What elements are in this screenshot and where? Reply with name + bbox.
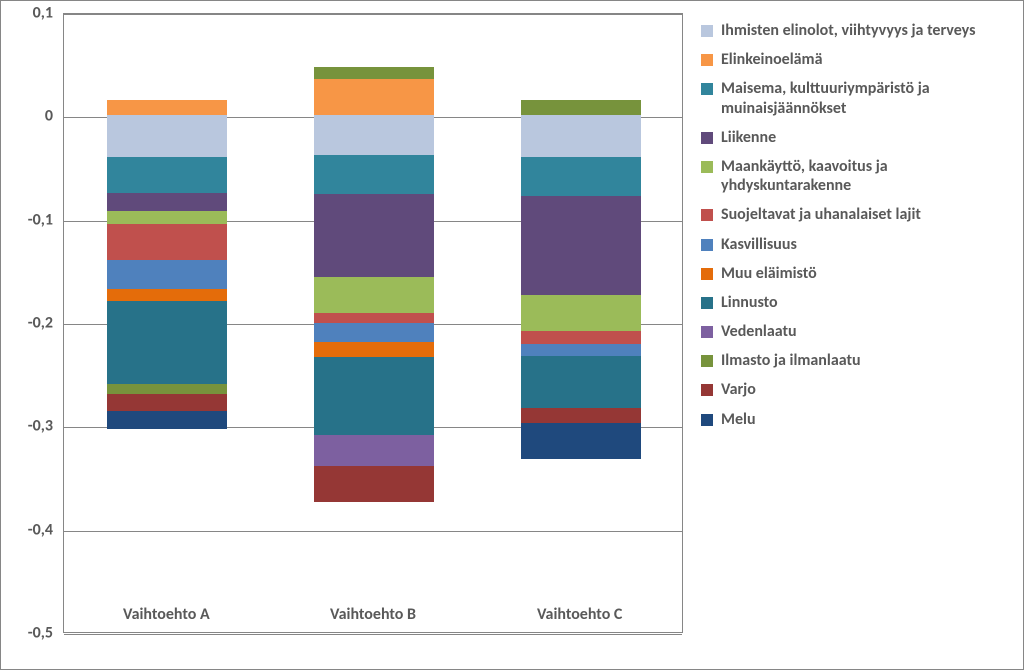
legend: Ihmisten elinolot, viihtyvyys ja terveys… — [701, 21, 1011, 439]
legend-swatch — [701, 209, 713, 221]
bar-segment-liikenne — [107, 193, 227, 212]
bar-segment-ihmisten — [107, 115, 227, 156]
x-tick-label: Vaihtoehto B — [270, 605, 477, 624]
legend-label: Melu — [721, 410, 756, 429]
x-axis-labels: Vaihtoehto AVaihtoehto BVaihtoehto C — [63, 605, 683, 624]
bar-segment-maankaytto — [521, 295, 641, 331]
legend-item: Linnusto — [701, 293, 1011, 312]
bar-segment-maisema — [521, 157, 641, 196]
bar-segment-liikenne — [521, 196, 641, 295]
legend-swatch — [701, 239, 713, 251]
legend-label: Maankäyttö, kaavoitus ja yhdyskuntaraken… — [721, 157, 1011, 195]
legend-item: Liikenne — [701, 128, 1011, 147]
legend-label: Kasvillisuus — [721, 235, 797, 254]
legend-swatch — [701, 161, 713, 173]
bar-segment-elinkeino — [314, 79, 434, 115]
legend-label: Vedenlaatu — [721, 322, 797, 341]
legend-item: Varjo — [701, 380, 1011, 399]
y-tick-label: -0,4 — [3, 520, 53, 539]
legend-item: Muu eläimistö — [701, 264, 1011, 283]
legend-item: Maankäyttö, kaavoitus ja yhdyskuntaraken… — [701, 157, 1011, 195]
bar-segment-maankaytto — [314, 277, 434, 313]
bar-group — [107, 12, 227, 632]
bar-segment-suojeltavat — [521, 331, 641, 343]
bar-segment-muu — [107, 289, 227, 301]
legend-item: Elinkeinoelämä — [701, 50, 1011, 69]
stacked-bar-chart: 0,10-0,1-0,2-0,3-0,4-0,5 Vaihtoehto AVai… — [0, 0, 1024, 670]
x-tick-label: Vaihtoehto C — [476, 605, 683, 624]
x-tick-label: Vaihtoehto A — [63, 605, 270, 624]
bar-segment-linnusto — [314, 357, 434, 435]
legend-item: Vedenlaatu — [701, 322, 1011, 341]
y-tick-label: -0,5 — [3, 624, 53, 643]
bar-segment-maankaytto — [107, 211, 227, 223]
bar-group — [521, 12, 641, 632]
legend-label: Suojeltavat ja uhanalaiset lajit — [721, 205, 921, 224]
bar-group — [314, 12, 434, 632]
bar-segment-kasvillisuus — [314, 323, 434, 342]
bar-segment-melu — [107, 411, 227, 430]
bar-segment-maisema — [107, 157, 227, 193]
bar-segment-varjo — [521, 408, 641, 424]
bar-segment-varjo — [314, 466, 434, 502]
legend-label: Varjo — [721, 380, 756, 399]
y-tick-label: -0,1 — [3, 210, 53, 229]
legend-swatch — [701, 54, 713, 66]
bar-segment-ilmasto — [314, 67, 434, 79]
bar-segment-kasvillisuus — [107, 260, 227, 289]
y-tick-label: -0,2 — [3, 314, 53, 333]
bar-segment-melu — [521, 423, 641, 459]
legend-item: Ihmisten elinolot, viihtyvyys ja terveys — [701, 21, 1011, 40]
bar-segment-elinkeino — [107, 100, 227, 116]
gridline — [64, 634, 682, 635]
legend-swatch — [701, 384, 713, 396]
legend-swatch — [701, 326, 713, 338]
legend-swatch — [701, 355, 713, 367]
legend-label: Linnusto — [721, 293, 778, 312]
legend-swatch — [701, 83, 713, 95]
legend-item: Ilmasto ja ilmanlaatu — [701, 351, 1011, 370]
legend-item: Maisema, kulttuuriympäristö ja muinaisjä… — [701, 79, 1011, 117]
legend-label: Ilmasto ja ilmanlaatu — [721, 351, 861, 370]
bar-segment-ilmasto — [521, 100, 641, 116]
legend-item: Kasvillisuus — [701, 235, 1011, 254]
legend-label: Ihmisten elinolot, viihtyvyys ja terveys — [721, 21, 975, 40]
bar-segment-suojeltavat — [314, 313, 434, 323]
legend-swatch — [701, 25, 713, 37]
y-tick-label: 0 — [3, 107, 53, 126]
legend-item: Melu — [701, 410, 1011, 429]
legend-label: Liikenne — [721, 128, 776, 147]
bar-segment-liikenne — [314, 194, 434, 277]
plot-area — [63, 13, 683, 633]
bar-segment-linnusto — [107, 301, 227, 384]
legend-item: Suojeltavat ja uhanalaiset lajit — [701, 205, 1011, 224]
bar-segment-ilmasto — [107, 384, 227, 394]
bar-segment-kasvillisuus — [521, 344, 641, 356]
legend-swatch — [701, 297, 713, 309]
legend-label: Maisema, kulttuuriympäristö ja muinaisjä… — [721, 79, 1011, 117]
bar-segment-vedenlaatu — [314, 435, 434, 466]
y-tick-label: -0,3 — [3, 417, 53, 436]
bar-segment-maisema — [314, 155, 434, 194]
bar-segment-varjo — [107, 394, 227, 411]
legend-swatch — [701, 414, 713, 426]
bar-segment-ihmisten — [521, 115, 641, 156]
bar-segment-linnusto — [521, 356, 641, 408]
bar-segment-ihmisten — [314, 115, 434, 154]
y-tick-label: 0,1 — [3, 4, 53, 23]
legend-swatch — [701, 268, 713, 280]
bar-segment-muu — [314, 342, 434, 358]
legend-swatch — [701, 132, 713, 144]
legend-label: Elinkeinoelämä — [721, 50, 822, 69]
bar-segment-suojeltavat — [107, 224, 227, 260]
legend-label: Muu eläimistö — [721, 264, 817, 283]
